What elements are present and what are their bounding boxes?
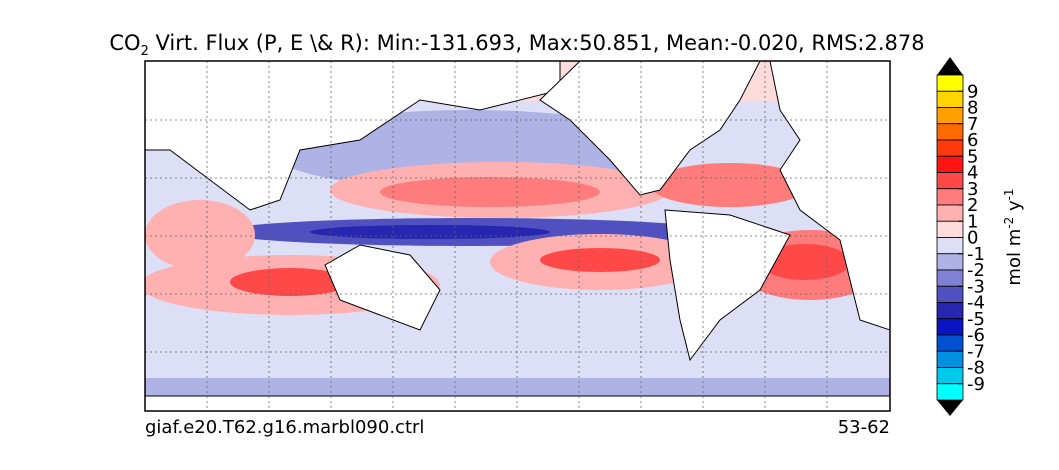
tick-label: -5	[967, 309, 985, 330]
tick-label: -3	[967, 276, 985, 297]
color-level	[936, 318, 964, 336]
label-sup: -1	[1002, 188, 1016, 200]
flux-field	[145, 330, 890, 380]
north-america	[539, 61, 761, 196]
title: CO2 Virt. Flux (P, E \& R): Min:-131.693…	[109, 31, 924, 59]
tick-label: 3	[967, 179, 978, 200]
tick-label: 9	[967, 81, 978, 102]
color-level	[936, 139, 964, 157]
color-level	[936, 172, 964, 190]
map-frame	[144, 60, 891, 412]
color-level	[936, 237, 964, 255]
map	[145, 61, 890, 411]
color-level	[936, 302, 964, 320]
title-text: Virt. Flux (P, E \& R): Min:-131.693, Ma…	[149, 31, 925, 55]
tick-label: -7	[967, 341, 985, 362]
africa-europe	[769, 61, 890, 331]
south-america	[664, 209, 791, 362]
case-name: giaf.e20.T62.g16.marbl090.ctrl	[145, 417, 424, 438]
flux-field	[650, 163, 810, 207]
color-level	[936, 220, 964, 238]
tick-label: 1	[967, 211, 978, 232]
color-level	[936, 367, 964, 385]
flux-field	[760, 244, 850, 280]
color-level	[936, 334, 964, 352]
flux-field	[145, 378, 890, 396]
extend-top	[937, 57, 963, 75]
color-level	[936, 269, 964, 287]
flux-field	[380, 177, 600, 207]
color-level	[936, 188, 964, 206]
tick-label: -2	[967, 260, 985, 281]
flux-field	[145, 200, 255, 270]
tick-label: -6	[967, 325, 985, 346]
title-prefix: CO	[109, 31, 140, 55]
color-level	[936, 74, 964, 92]
tick-label: -1	[967, 244, 985, 265]
tick-label: 6	[967, 130, 978, 151]
color-level	[936, 123, 964, 141]
tick-label: -4	[967, 293, 985, 314]
tick-label: 7	[967, 114, 978, 135]
title-subscript: 2	[141, 44, 149, 59]
tick-label: 0	[967, 228, 978, 249]
australia	[324, 244, 441, 331]
extend-bottom	[937, 400, 963, 416]
graticule	[145, 61, 890, 411]
color-level	[936, 285, 964, 303]
tick-label: -8	[967, 358, 985, 379]
tick-label: 4	[967, 163, 978, 184]
label-sup: -2	[1002, 217, 1016, 229]
tick-label: -9	[967, 374, 985, 395]
color-level	[936, 253, 964, 271]
color-level	[936, 90, 964, 108]
years: 53-62	[838, 417, 890, 438]
color-level	[936, 350, 964, 368]
tick-label: 2	[967, 195, 978, 216]
antarctica	[145, 395, 890, 411]
color-level	[936, 155, 964, 173]
color-level	[936, 383, 964, 401]
tick-label: 8	[967, 98, 978, 119]
land	[145, 61, 890, 411]
color-level	[936, 204, 964, 222]
label-part: mol m	[1004, 229, 1025, 286]
tick-label: 5	[967, 146, 978, 167]
colorbar-label: mol m-2 y-1	[1002, 188, 1025, 285]
color-level	[936, 107, 964, 125]
flux-field	[540, 248, 660, 272]
flux-field	[310, 225, 550, 239]
flux-field	[230, 268, 350, 296]
label-part: y	[1004, 200, 1025, 217]
